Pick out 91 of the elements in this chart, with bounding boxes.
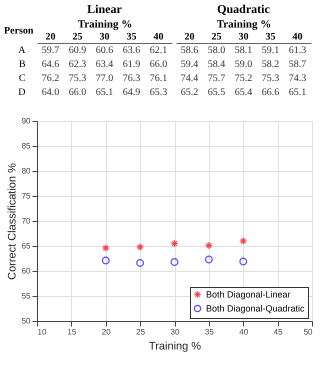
data-label: 76.1	[150, 73, 168, 84]
data-label: 66.0	[150, 59, 168, 70]
data-label: 59.7	[42, 45, 60, 56]
data-label: 63.4	[96, 59, 114, 70]
x-axis-title: Training %	[216, 18, 272, 30]
legend-label: Both Diagonal-Quadratic	[206, 304, 306, 314]
y-axis-title: Correct Classification %	[6, 162, 19, 280]
data-label: 62.3	[68, 59, 86, 70]
data-label: 65.2	[180, 87, 198, 98]
data-label: 61.3	[288, 45, 306, 56]
x-tick-label: 20	[46, 32, 56, 42]
y-tick-label: 80	[22, 166, 32, 176]
data-label: 66.6	[262, 87, 280, 98]
x-tick-label: 20	[184, 32, 194, 42]
data-label: 65.1	[288, 87, 306, 98]
data-label: 74.4	[180, 73, 198, 84]
data-label: 65.1	[96, 87, 114, 98]
y-tick-label: 55	[22, 292, 32, 300]
y-tick-label: 70	[22, 216, 32, 226]
x-tick-label: 35	[266, 32, 276, 42]
data-label: 63.6	[122, 45, 140, 56]
x-axis-title: Training %	[78, 18, 132, 30]
point	[102, 256, 110, 264]
data-label: 62.1	[150, 45, 168, 56]
data-label: 58.2	[262, 59, 280, 70]
x-tick-label: 45	[274, 328, 284, 336]
data-label: 59.4	[180, 59, 198, 70]
y-tick-label: 50	[22, 316, 32, 326]
data-label: 64.0	[42, 87, 60, 98]
data-label: 64.9	[122, 87, 140, 98]
x-tick-label: 15	[67, 328, 77, 336]
x-tick-label: 35	[204, 328, 214, 336]
data-label: 65.4	[234, 87, 252, 98]
data-label: 60.9	[68, 45, 86, 56]
point	[239, 258, 248, 266]
x-tick-label: 40	[239, 328, 249, 336]
x-tick-label: 30	[170, 328, 180, 336]
x-tick-label: 40	[154, 32, 164, 42]
data-label: 60.6	[96, 45, 114, 56]
point	[136, 259, 144, 267]
x-tick-label: 40	[292, 32, 302, 42]
x-tick-label: 30	[100, 32, 110, 42]
chart-title: Quadratic	[217, 2, 270, 16]
x-tick-label: 20	[102, 328, 112, 336]
x-tick-label: 25	[72, 32, 82, 42]
data-label: 75.3	[68, 73, 86, 84]
y-tick-label: B	[18, 59, 26, 70]
y-tick-label: C	[18, 73, 26, 84]
data-label: 58.7	[288, 59, 306, 70]
y-tick-label: A	[18, 45, 26, 56]
data-label: 66.0	[68, 87, 86, 98]
x-tick-label: 30	[238, 32, 248, 42]
data-label: 77.0	[96, 73, 114, 84]
data-label: 58.6	[180, 45, 198, 56]
data-label: 58.1	[234, 45, 252, 56]
y-tick-label: 85	[22, 142, 32, 150]
y-tick-label: 90	[22, 116, 32, 126]
point	[239, 237, 248, 245]
x-tick-label: 25	[212, 32, 222, 42]
chart-title: Linear	[87, 2, 122, 16]
x-tick-label: 25	[136, 328, 146, 336]
y-tick-label: 60	[22, 266, 32, 276]
data-label: 58.0	[208, 45, 226, 56]
legend-label: Both Diagonal-Linear	[206, 290, 291, 300]
point	[204, 242, 213, 250]
y-tick-label: 65	[22, 242, 32, 250]
data-label: 65.3	[150, 87, 168, 98]
data-label: 59.1	[262, 45, 280, 56]
y-tick-label: 75	[22, 192, 32, 200]
data-label: 75.2	[234, 73, 252, 84]
x-tick-label: 10	[38, 328, 47, 336]
y-axis-title: Person	[4, 26, 34, 36]
data-label: 58.4	[208, 59, 226, 70]
x-axis-title: Training %	[148, 340, 202, 352]
x-tick-label: 50	[304, 328, 314, 336]
data-label: 76.2	[42, 73, 60, 84]
data-label: 74.3	[288, 73, 306, 84]
data-label: 64.6	[42, 59, 60, 70]
data-label: 76.3	[122, 73, 140, 84]
point	[170, 258, 178, 266]
data-label: 75.7	[208, 73, 226, 84]
data-label: 65.5	[208, 87, 226, 98]
point	[136, 243, 144, 251]
point	[102, 244, 110, 252]
point	[204, 256, 213, 264]
data-label: 75.3	[262, 73, 280, 84]
y-tick-label: D	[18, 87, 26, 98]
point	[170, 240, 178, 248]
data-label: 61.9	[122, 59, 140, 70]
data-label: 59.0	[234, 59, 252, 70]
x-tick-label: 35	[126, 32, 136, 42]
